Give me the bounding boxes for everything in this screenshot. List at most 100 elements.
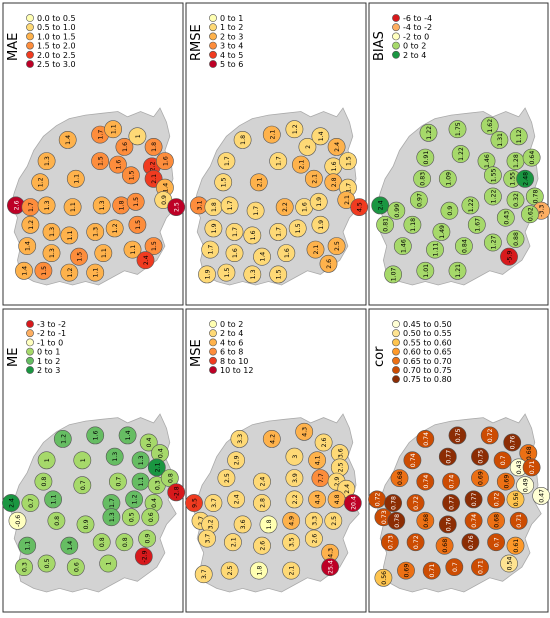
- station-circle: [60, 536, 79, 555]
- station-marker: 0.5: [121, 508, 140, 527]
- station-value: 4.8: [334, 494, 341, 504]
- legend-swatch: [209, 347, 217, 356]
- station-circle: [371, 196, 390, 215]
- station-value: 0.68: [526, 446, 533, 460]
- station-value: 0.77: [471, 492, 478, 506]
- station-value: 4.9: [289, 516, 296, 526]
- station-value: 1.46: [484, 154, 491, 168]
- station-circle: [201, 240, 220, 259]
- station-circle: [42, 244, 61, 263]
- station-value: 0.74: [423, 475, 430, 489]
- station-value: 1.7: [345, 183, 352, 193]
- station-value: 3.3: [311, 516, 318, 526]
- station-circle: [233, 130, 252, 149]
- station-circle: [220, 196, 239, 215]
- station-value: 1.5: [133, 197, 140, 207]
- station-value: 1.5: [276, 269, 283, 279]
- legend-swatch: [26, 23, 34, 32]
- station-value: 1.22: [426, 126, 433, 140]
- station-value: 0.83: [420, 172, 427, 186]
- station-circle: [464, 511, 483, 530]
- station-value: 1.6: [162, 156, 169, 166]
- station-marker: 0.76: [438, 515, 457, 534]
- station-circle: [121, 166, 140, 185]
- station-circle: [86, 263, 105, 282]
- station-marker: 3.7: [204, 494, 223, 512]
- station-marker: 1.4: [60, 536, 79, 555]
- station-value: 1.21: [455, 264, 462, 278]
- station-marker: 2.48: [516, 169, 535, 188]
- station-circle: [262, 125, 281, 144]
- station-value: 1.4: [25, 241, 32, 251]
- station-circle: [259, 515, 278, 534]
- station-value: 1.55: [510, 172, 517, 186]
- legend-swatch: [209, 356, 217, 365]
- station-marker: 3: [285, 447, 304, 466]
- legend-label: -1 to 0: [37, 338, 63, 347]
- station-value: 1.2: [292, 124, 299, 134]
- legend-swatch: [209, 23, 217, 32]
- legend-swatch: [392, 329, 400, 338]
- panel-title: cor: [372, 346, 387, 367]
- station-marker: 0.69: [496, 472, 515, 491]
- station-circle: [125, 490, 144, 509]
- station-circle: [516, 169, 535, 188]
- station-value: 3.7: [211, 498, 218, 508]
- station-value: 2.1: [151, 174, 158, 184]
- station-marker: 0.78: [387, 511, 406, 530]
- station-circle: [147, 458, 166, 477]
- station-circle: [416, 472, 435, 491]
- station-value: 1.5: [41, 266, 48, 276]
- station-circle: [134, 547, 153, 566]
- station-marker: 1.11: [426, 240, 444, 259]
- station-circle: [426, 240, 444, 259]
- legend-label: 0.75 to 0.80: [403, 375, 452, 384]
- station-value: 0.74: [410, 453, 417, 467]
- station-circle: [126, 192, 145, 211]
- station-circle: [416, 261, 435, 280]
- station-circle: [136, 251, 155, 270]
- station-circle: [42, 222, 61, 241]
- station-value: 1.5: [224, 268, 231, 278]
- station-value: 0.72: [413, 496, 420, 510]
- station-circle: [227, 490, 246, 509]
- station-marker: 1.1: [123, 240, 142, 259]
- station-circle: [282, 561, 301, 580]
- station-marker: -0.6: [8, 511, 27, 530]
- station-marker: 1.5: [70, 247, 88, 266]
- station-marker: 1.5: [34, 261, 53, 280]
- station-value: 1: [106, 561, 113, 565]
- legend-swatch: [392, 50, 400, 59]
- station-marker: 1.2: [21, 215, 40, 234]
- station-marker: 0.74: [416, 429, 435, 448]
- station-marker: 0.88: [506, 230, 525, 248]
- station-circle: [500, 554, 518, 573]
- station-value: 0.9: [83, 519, 90, 529]
- station-value: -2.8: [174, 486, 181, 498]
- station-value: 1.55: [490, 168, 497, 182]
- station-value: 0.5: [128, 512, 135, 522]
- station-marker: 1.9: [204, 219, 223, 238]
- station-circle: [285, 120, 304, 139]
- station-marker: 2.6: [314, 433, 333, 452]
- station-value: 1.3: [49, 248, 56, 258]
- station-value: 2.1: [298, 160, 305, 170]
- station-marker: 0.54: [500, 554, 518, 573]
- station-marker: 1.9: [198, 265, 216, 284]
- station-marker: 0.72: [368, 490, 386, 509]
- station-marker: 1.4: [311, 127, 330, 146]
- station-circle: [285, 469, 304, 488]
- station-circle: [128, 215, 147, 234]
- station-circle: [105, 219, 124, 238]
- station-value: 1.5: [77, 252, 84, 262]
- station-marker: 1.7: [269, 222, 288, 241]
- station-marker: 1.3: [42, 222, 61, 241]
- station-marker: 0.8: [92, 533, 111, 552]
- station-value: 1.3: [93, 227, 100, 237]
- station-value: 1.7: [208, 245, 215, 255]
- station-marker: 3.9: [285, 469, 304, 488]
- station-value: 0.32: [513, 193, 520, 207]
- station-marker: 1.7: [201, 240, 220, 259]
- station-marker: 1.3: [92, 196, 111, 215]
- station-value: 0.9: [447, 206, 454, 216]
